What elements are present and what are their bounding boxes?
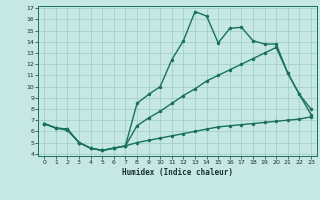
X-axis label: Humidex (Indice chaleur): Humidex (Indice chaleur) bbox=[122, 168, 233, 177]
